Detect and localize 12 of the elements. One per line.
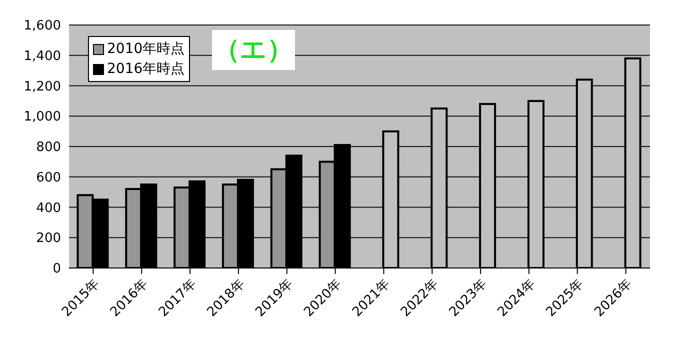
legend-label: 2010年時点	[107, 40, 185, 59]
y-tick-label: 1,600	[24, 18, 61, 34]
chart-title: （エ）	[212, 30, 295, 70]
y-tick-label: 1,000	[24, 110, 61, 125]
y-tick-label: 200	[36, 231, 61, 246]
y-tick-label: 400	[36, 200, 61, 216]
legend-label: 2016年時点	[107, 60, 185, 79]
y-tick-label: 600	[36, 170, 61, 186]
y-tick-label: 0	[52, 262, 61, 277]
y-tick-label: 1,200	[24, 79, 61, 94]
y-tick-label: 800	[36, 140, 61, 156]
y-tick-label: 1,400	[24, 48, 61, 64]
